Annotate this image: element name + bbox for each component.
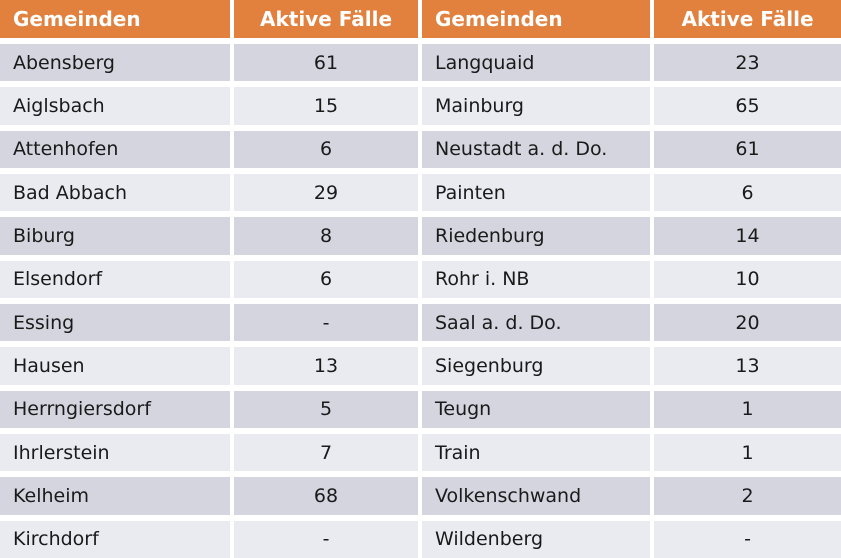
cases-cell: -	[234, 303, 418, 342]
cases-cell: 13	[234, 347, 418, 385]
header-municipalities-right: Gemeinden	[422, 0, 650, 38]
municipality-cell: Neustadt a. d. Do.	[422, 130, 650, 168]
municipality-cell: Abensberg	[0, 44, 230, 82]
municipality-cell: Rohr i. NB	[422, 260, 650, 298]
header-active-cases-left: Aktive Fälle	[234, 0, 418, 38]
municipality-cell: Langquaid	[422, 44, 650, 82]
cases-cell: 6	[234, 130, 418, 168]
cases-cell: 29	[234, 173, 418, 212]
municipality-cell: Volkenschwand	[422, 477, 650, 515]
cases-cell: 7	[234, 433, 418, 472]
municipality-cell: Herrngiersdorf	[0, 390, 230, 428]
cases-cell: 65	[654, 87, 841, 125]
cases-cell: 2	[654, 477, 841, 515]
municipality-cell: Train	[422, 433, 650, 472]
municipality-cell: Elsendorf	[0, 260, 230, 298]
municipality-cell: Attenhofen	[0, 130, 230, 168]
cases-cell: 1	[654, 390, 841, 428]
municipality-cell: Kelheim	[0, 477, 230, 515]
cases-cell: 15	[234, 87, 418, 125]
municipality-cell: Biburg	[0, 217, 230, 255]
municipality-cell: Essing	[0, 303, 230, 342]
header-municipalities-left: Gemeinden	[0, 0, 230, 38]
cases-cell: 8	[234, 217, 418, 255]
municipality-cell: Saal a. d. Do.	[422, 303, 650, 342]
municipality-cell: Ihrlerstein	[0, 433, 230, 472]
cases-cell: 61	[234, 44, 418, 82]
cases-cell: 1	[654, 433, 841, 472]
cases-cell: -	[654, 520, 841, 558]
cases-cell: 6	[654, 173, 841, 212]
cases-cell: 14	[654, 217, 841, 255]
municipality-cell: Hausen	[0, 347, 230, 385]
municipality-cell: Siegenburg	[422, 347, 650, 385]
cases-cell: 20	[654, 303, 841, 342]
municipality-cell: Teugn	[422, 390, 650, 428]
municipality-cell: Wildenberg	[422, 520, 650, 558]
header-active-cases-right: Aktive Fälle	[654, 0, 841, 38]
cases-cell: 61	[654, 130, 841, 168]
cases-cell: 5	[234, 390, 418, 428]
municipality-cell: Bad Abbach	[0, 173, 230, 212]
municipality-cell: Painten	[422, 173, 650, 212]
cases-cell: 68	[234, 477, 418, 515]
cases-cell: 23	[654, 44, 841, 82]
municipality-cell: Mainburg	[422, 87, 650, 125]
cases-cell: 10	[654, 260, 841, 298]
cases-cell: 13	[654, 347, 841, 385]
municipality-cell: Riedenburg	[422, 217, 650, 255]
municipality-cell: Kirchdorf	[0, 520, 230, 558]
municipality-cell: Aiglsbach	[0, 87, 230, 125]
cases-cell: 6	[234, 260, 418, 298]
cases-cell: -	[234, 520, 418, 558]
